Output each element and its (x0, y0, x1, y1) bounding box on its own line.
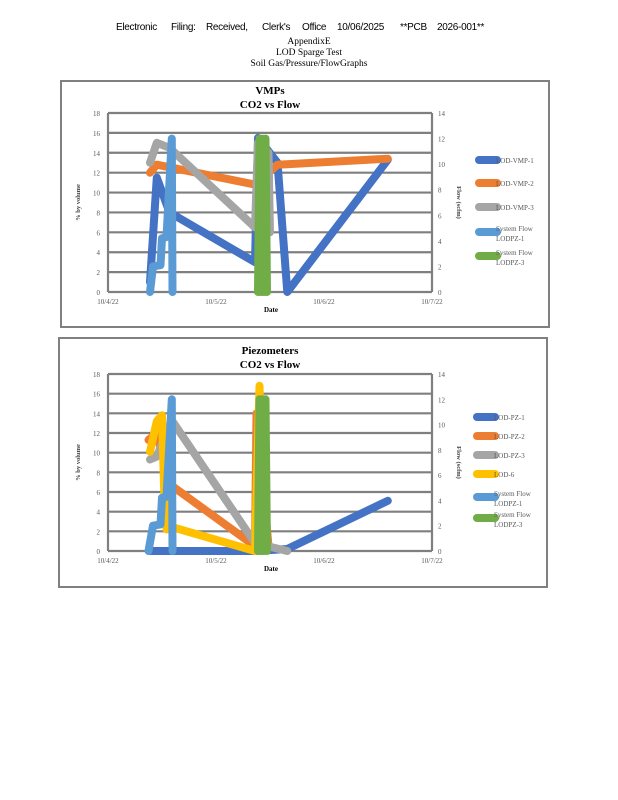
y-tick-label: 2 (97, 528, 101, 536)
y-axis-title: % by volume (75, 444, 82, 481)
piezometers-chart: 0 2 4 6 8 10 12 14 16 18 0 2 4 6 8 10 12 14 10/4/22 10/5/22… (58, 337, 548, 588)
y-tick-label: 16 (93, 391, 101, 399)
graphs-title: Soil Gas/Pressure/FlowGraphs (250, 59, 368, 69)
y2-tick-label: 2 (438, 523, 442, 531)
legend-label: LOD-PZ-2 (494, 433, 525, 441)
y2-tick-label: 4 (438, 238, 442, 246)
y-tick-label: 8 (97, 469, 101, 477)
y2-tick-label: 0 (438, 548, 442, 556)
y-tick-label: 6 (97, 489, 101, 497)
stamp-word: Clerk's (262, 22, 291, 33)
y2-tick-label: 2 (438, 263, 442, 271)
stamp-word: 10/06/2025 (337, 22, 385, 33)
series-line-system-flow-lodpz-3 (254, 134, 271, 296)
y-tick-label: 6 (97, 229, 101, 237)
stamp-word: Electronic (116, 22, 157, 33)
y-tick-label: 10 (93, 190, 101, 198)
y2-tick-label: 10 (438, 161, 446, 169)
legend-label: LOD-6 (494, 471, 515, 479)
appendix-title: AppendixE (287, 37, 331, 47)
legend-label: System Flow (496, 225, 534, 233)
test-title: LOD Sparge Test (275, 48, 342, 58)
x-axis-title: Date (264, 565, 278, 573)
x-tick-label: 10/6/22 (313, 298, 335, 306)
y-tick-label: 12 (93, 430, 101, 438)
x-tick-label: 10/5/22 (205, 557, 227, 565)
stamp-word: Filing: (171, 22, 196, 33)
y-tick-label: 8 (97, 209, 101, 217)
x-tick-label: 10/7/22 (421, 557, 443, 565)
y2-tick-label: 8 (438, 187, 442, 195)
legend-label: LOD-VMP-3 (496, 204, 534, 212)
chart-subtitle: CO2 vs Flow (240, 99, 301, 111)
x-tick-label: 10/4/22 (97, 557, 119, 565)
legend-label: System Flow (494, 490, 532, 498)
legend-label: System Flow (494, 511, 532, 519)
series-line-system-flow-lodpz-1 (144, 395, 177, 555)
y2-tick-label: 0 (438, 289, 442, 297)
y-tick-label: 18 (93, 110, 101, 118)
x-tick-label: 10/6/22 (313, 557, 335, 565)
legend-label: LOD-PZ-3 (494, 452, 525, 460)
y-tick-label: 16 (93, 130, 101, 138)
x-tick-label: 10/4/22 (97, 298, 119, 306)
y-tick-label: 10 (93, 450, 101, 458)
stamp-word: **PCB (400, 22, 427, 33)
y-tick-label: 0 (97, 548, 101, 556)
series-line-system-flow-lodpz-3 (254, 395, 271, 555)
stamp-word: 2026-001** (437, 22, 485, 33)
y2-tick-label: 10 (438, 422, 446, 430)
legend-label: LODPZ-3 (496, 259, 525, 267)
y2-tick-label: 4 (438, 497, 442, 505)
x-axis-title: Date (264, 306, 278, 314)
y-tick-label: 4 (97, 249, 101, 257)
vmps-chart: 0 2 4 6 8 10 12 14 16 18 0 2 4 6 8 10 12 14 10/4/22 10/5/22… (60, 80, 550, 328)
y-tick-label: 14 (93, 150, 101, 158)
y2-tick-label: 6 (438, 212, 442, 220)
legend-label: System Flow (496, 249, 534, 257)
y2-axis-title: Flow (scfm) (455, 186, 462, 219)
y-tick-label: 18 (93, 371, 101, 379)
y2-tick-label: 6 (438, 472, 442, 480)
chart-frame (58, 337, 548, 588)
legend-label: LOD-VMP-2 (496, 180, 534, 188)
y2-axis-title: Flow (scfm) (455, 446, 462, 479)
chart-frame (60, 80, 550, 328)
y2-tick-label: 12 (438, 396, 446, 404)
stamp-word: Office (302, 22, 327, 33)
y-tick-label: 14 (93, 410, 101, 418)
y-tick-label: 12 (93, 170, 101, 178)
y2-tick-label: 12 (438, 136, 446, 144)
legend-label: LOD-PZ-1 (494, 414, 525, 422)
x-tick-label: 10/7/22 (421, 298, 443, 306)
series-line-system-flow-lodpz-1 (146, 134, 177, 296)
legend-label: LOD-VMP-1 (496, 157, 534, 165)
legend-label: LODPZ-1 (496, 235, 525, 243)
chart-title: VMPs (255, 85, 285, 97)
y-axis-title: % by volume (75, 184, 82, 221)
chart-title: Piezometers (242, 345, 300, 357)
y2-tick-label: 14 (438, 110, 446, 118)
chart-subtitle: CO2 vs Flow (240, 359, 301, 371)
y-tick-label: 2 (97, 269, 101, 277)
y-tick-label: 4 (97, 509, 101, 517)
stamp-word: Received, (206, 22, 248, 33)
y-tick-label: 0 (97, 289, 101, 297)
legend-label: LODPZ-3 (494, 521, 523, 529)
y2-tick-label: 8 (438, 447, 442, 455)
y2-tick-label: 14 (438, 371, 446, 379)
x-tick-label: 10/5/22 (205, 298, 227, 306)
legend-label: LODPZ-1 (494, 500, 523, 508)
